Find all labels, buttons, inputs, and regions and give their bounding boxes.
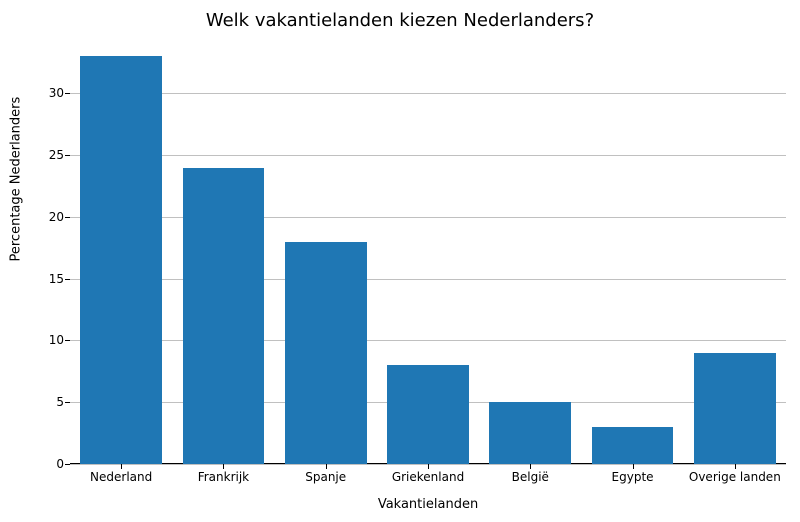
bar — [80, 56, 162, 464]
y-tick-label: 25 — [49, 148, 70, 162]
bar — [694, 353, 776, 464]
grid-line — [70, 217, 786, 218]
x-tick-label: Frankrijk — [198, 464, 249, 484]
grid-line — [70, 93, 786, 94]
plot-area: 051015202530NederlandFrankrijkSpanjeGrie… — [70, 44, 786, 464]
bar-chart: Welk vakantielanden kiezen Nederlanders?… — [0, 0, 800, 522]
y-axis-label: Percentage Nederlanders — [9, 242, 24, 262]
x-tick-label: Egypte — [612, 464, 654, 484]
chart-title: Welk vakantielanden kiezen Nederlanders? — [0, 10, 800, 31]
y-tick-label: 30 — [49, 86, 70, 100]
y-tick-label: 15 — [49, 272, 70, 286]
bar — [387, 365, 469, 464]
x-tick-label: Overige landen — [689, 464, 781, 484]
grid-line — [70, 155, 786, 156]
x-tick-label: Nederland — [90, 464, 152, 484]
y-tick-label: 5 — [56, 395, 70, 409]
bar — [592, 427, 674, 464]
y-tick-label: 10 — [49, 333, 70, 347]
x-axis-label: Vakantielanden — [70, 497, 786, 512]
y-tick-label: 20 — [49, 210, 70, 224]
x-tick-label: België — [512, 464, 549, 484]
bar — [285, 242, 367, 464]
grid-line — [70, 340, 786, 341]
x-tick-label: Spanje — [305, 464, 346, 484]
x-tick-label: Griekenland — [392, 464, 464, 484]
bar — [183, 168, 265, 464]
grid-line — [70, 279, 786, 280]
bar — [489, 402, 571, 464]
y-tick-label: 0 — [56, 457, 70, 471]
